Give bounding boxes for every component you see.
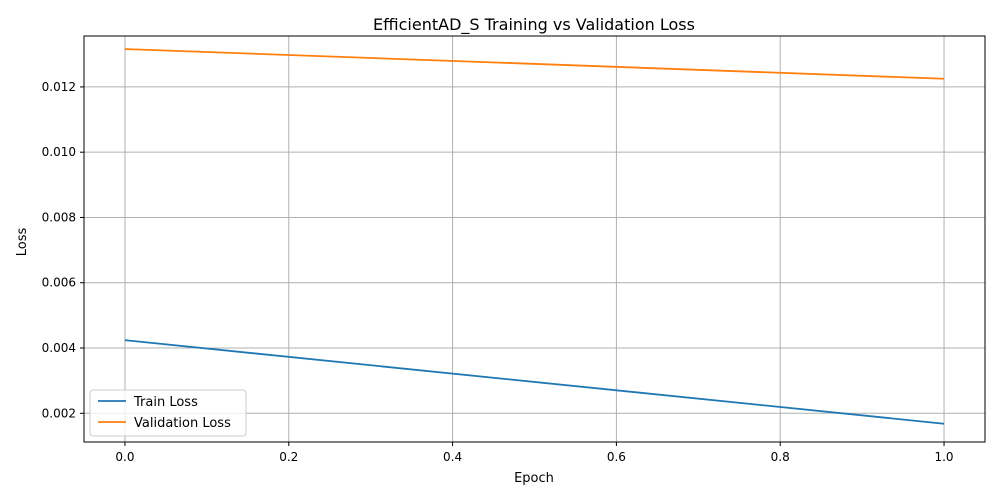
x-tick-label: 0.4 [443,450,462,464]
y-tick-label: 0.010 [42,145,76,159]
x-tick-label: 0.2 [279,450,298,464]
legend-label: Train Loss [133,395,198,410]
y-tick-label: 0.002 [42,406,76,420]
legend-label: Validation Loss [134,416,231,431]
ticks: 0.0 0.2 0.4 0.6 0.8 1.0 0.002 0.004 0.006 0.008 0.… [42,80,954,464]
x-axis-label: Epoch [514,471,554,486]
y-tick-label: 0.012 [42,80,76,94]
x-tick-label: 0.0 [115,450,134,464]
y-tick-label: 0.008 [42,210,76,224]
y-axis-label: Loss [15,228,30,257]
x-tick-label: 0.6 [607,450,626,464]
x-tick-label: 0.8 [771,450,790,464]
legend-box [89,389,247,437]
x-tick-label: 1.0 [934,450,953,464]
y-tick-label: 0.004 [42,341,76,355]
series-layer [124,48,945,425]
plot-area [84,36,985,442]
y-tick-label: 0.006 [42,276,76,290]
plot-frame [83,35,986,443]
series-line-validation-loss [124,48,945,80]
chart-title: EfficientAD_S Training vs Validation Los… [373,15,695,35]
legend: Train Loss Validation Loss [89,389,247,437]
series-line-train-loss [124,339,945,425]
